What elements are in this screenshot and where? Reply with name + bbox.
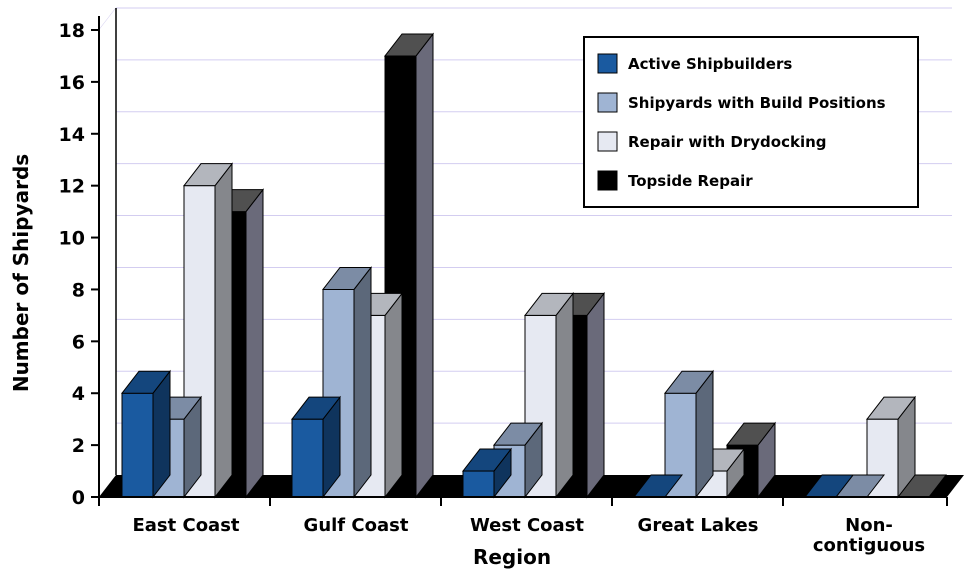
bar <box>290 395 342 499</box>
bar-top <box>725 422 777 446</box>
legend-label: Repair with Drydocking <box>628 133 827 151</box>
bar-front <box>291 418 324 498</box>
bar-side <box>384 291 403 499</box>
bar-top <box>321 266 373 290</box>
y-tick-label: 14 <box>59 124 85 146</box>
bar-top <box>461 448 513 472</box>
bar-side <box>586 291 605 499</box>
x-axis-title: Region <box>473 545 551 569</box>
bar <box>461 447 513 499</box>
legend-swatch <box>597 92 618 113</box>
y-tick-label: 18 <box>59 20 85 42</box>
bar-top <box>865 396 917 420</box>
legend: Active Shipbuilders Shipyards with Build … <box>583 36 919 208</box>
bar-top <box>290 396 342 420</box>
bar-front <box>121 392 154 498</box>
bar-front <box>462 470 495 498</box>
x-tick-label: West Coast <box>470 515 584 536</box>
y-tick-label: 16 <box>59 72 85 94</box>
legend-swatch <box>597 131 618 152</box>
bar-side <box>214 162 233 499</box>
bar-top <box>182 163 234 187</box>
bar-top <box>383 33 435 57</box>
x-tick-label: East Coast <box>132 515 239 536</box>
legend-label: Active Shipbuilders <box>628 55 792 73</box>
bar-top <box>492 422 544 446</box>
x-tick-label: Great Lakes <box>638 515 759 536</box>
x-tick-label: contiguous <box>813 535 925 556</box>
x-tick-label: Gulf Coast <box>304 515 409 536</box>
y-tick-label: 0 <box>72 487 85 509</box>
y-tick-label: 4 <box>72 383 85 405</box>
y-tick-labels: 0 2 4 6 8 10 12 14 16 18 <box>59 20 85 509</box>
y-tick-label: 6 <box>72 331 85 353</box>
y-tick-label: 10 <box>59 228 85 250</box>
bar-top <box>523 292 575 316</box>
legend-label: Topside Repair <box>628 172 753 190</box>
axes <box>91 8 948 506</box>
legend-label: Shipyards with Build Positions <box>628 94 886 112</box>
x-tick-labels: East Coast Gulf Coast West Coast Great Lake… <box>132 515 925 556</box>
y-tick-label: 8 <box>72 279 85 301</box>
legend-swatch <box>597 170 618 191</box>
bars <box>120 32 948 499</box>
bar-side <box>353 265 372 499</box>
left-wall <box>99 8 116 497</box>
y-tick-label: 2 <box>72 435 85 457</box>
y-tick-label: 12 <box>59 176 85 198</box>
bar-top <box>663 370 715 394</box>
y-axis-title: Number of Shipyards <box>9 154 33 392</box>
bar-side <box>555 291 574 499</box>
x-tick-label: Non- <box>845 515 893 536</box>
bar <box>120 369 172 499</box>
legend-box <box>583 36 919 208</box>
bar-top <box>120 370 172 394</box>
bar-side <box>245 188 264 499</box>
chart-walls <box>99 8 116 497</box>
legend-swatch <box>597 53 618 74</box>
bar-side <box>415 32 434 499</box>
